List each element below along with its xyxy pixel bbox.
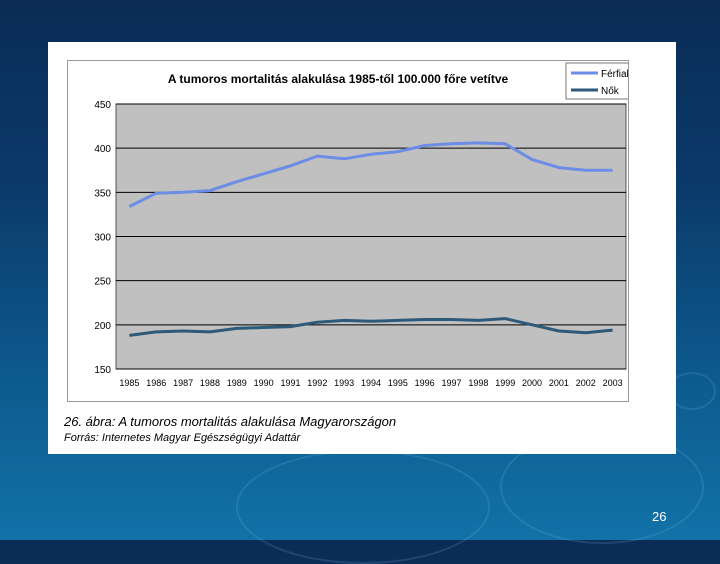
y-tick-label: 150 [94, 365, 111, 376]
x-tick-label: 1998 [468, 378, 488, 388]
x-tick-label: 2003 [603, 378, 623, 388]
x-tick-label: 2001 [549, 378, 569, 388]
y-tick-label: 450 [94, 100, 111, 111]
x-tick-label: 1995 [388, 378, 408, 388]
x-tick-label: 1999 [495, 378, 515, 388]
x-tick-label: 1996 [415, 378, 435, 388]
decorative-swirl [236, 450, 490, 564]
x-tick-label: 2000 [522, 378, 542, 388]
x-tick-label: 1989 [227, 378, 247, 388]
y-tick-label: 200 [94, 321, 111, 332]
legend-box [565, 62, 628, 100]
x-tick-label: 1997 [442, 378, 462, 388]
x-tick-label: 1988 [200, 378, 220, 388]
legend-label: Férfiak [601, 69, 628, 80]
line-chart: 150 200 250 300 350 400 450 1985 1986 1987 1988 198… [94, 62, 628, 388]
y-tick-label: 300 [94, 233, 111, 244]
page-number: 26 [652, 509, 667, 524]
x-tick-label: 1991 [280, 378, 300, 388]
chart-title: A tumoros mortalitás alakulása 1985-től … [168, 72, 509, 86]
x-tick-label: 2002 [576, 378, 596, 388]
figure-panel: 150 200 250 300 350 400 450 1985 1986 1987 1988 198… [48, 42, 676, 454]
y-tick-label: 250 [94, 277, 111, 288]
series-line [128, 141, 613, 208]
x-tick-label: 1986 [146, 378, 166, 388]
x-tick-label: 1987 [173, 378, 193, 388]
figure-caption: 26. ábra: A tumoros mortalitás alakulása… [64, 414, 397, 429]
x-tick-label: 1990 [254, 378, 274, 388]
figure-source: Forrás: Internetes Magyar Egészségügyi A… [64, 432, 301, 444]
x-tick-label: 1994 [361, 378, 381, 388]
x-tick-label: 1993 [334, 378, 354, 388]
legend-label: Nők [601, 86, 620, 97]
chart-frame: 150 200 250 300 350 400 450 1985 1986 1987 1988 198… [67, 60, 629, 402]
y-tick-label: 350 [94, 188, 111, 199]
y-tick-label: 400 [94, 144, 111, 155]
x-tick-label: 1992 [307, 378, 327, 388]
x-tick-label: 1985 [119, 378, 139, 388]
series-line [129, 317, 613, 337]
